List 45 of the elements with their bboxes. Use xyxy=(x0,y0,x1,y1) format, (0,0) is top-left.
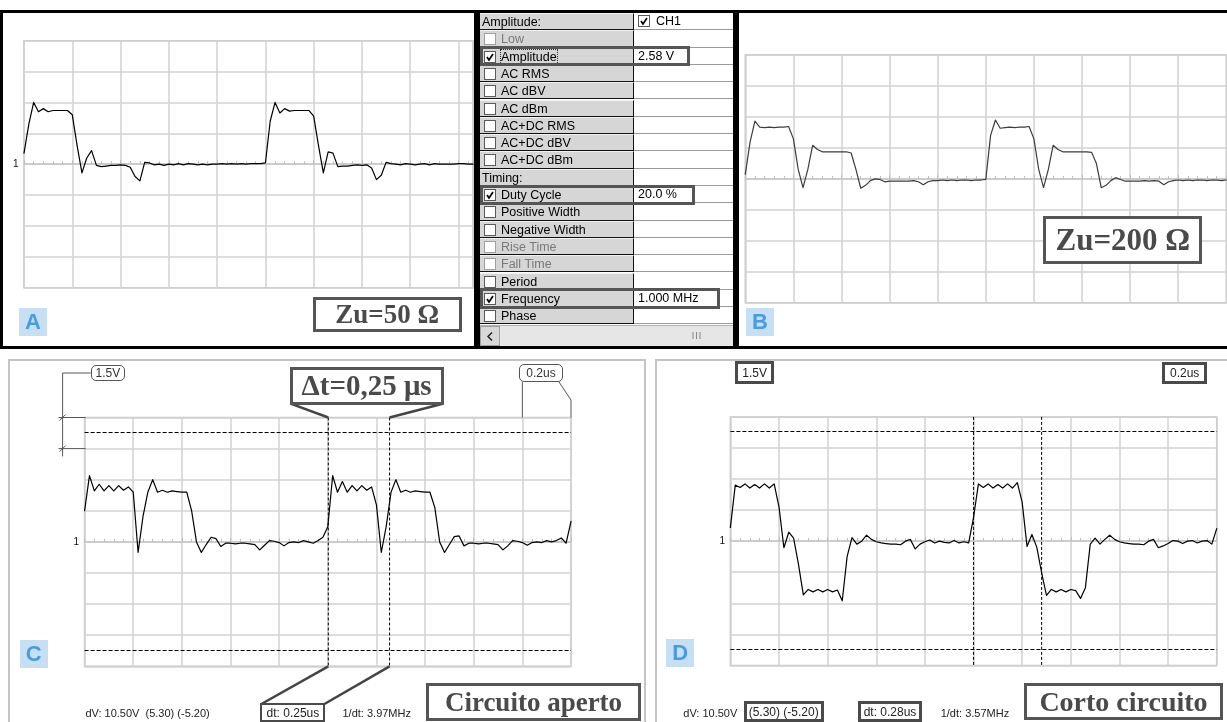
text: D xyxy=(666,639,695,667)
text: Period xyxy=(501,274,538,289)
text: dt: 0.25us xyxy=(260,703,326,722)
text: (5.30) (-5.20) xyxy=(743,701,824,722)
text: AC RMS xyxy=(501,66,550,81)
text: Timing: xyxy=(482,170,523,185)
text: Low xyxy=(501,32,524,47)
text: C xyxy=(19,639,48,668)
text: 1.5V xyxy=(735,361,775,384)
text: Δt=0,25 μs xyxy=(289,366,444,405)
text: Positive Width xyxy=(501,205,581,220)
text: AC dBm xyxy=(501,101,548,116)
text: Zu=200 Ω xyxy=(1043,215,1203,264)
text: Circuito aperto xyxy=(426,683,641,721)
text: 1 xyxy=(73,535,80,548)
text: 0.2us xyxy=(1162,362,1208,385)
text: dt: 0.28us xyxy=(858,701,922,722)
text: dV: 10.50V xyxy=(683,706,738,720)
text: 20.0 % xyxy=(638,187,677,201)
text: 1 xyxy=(13,158,19,171)
text: 1/dt: 3.57MHz xyxy=(940,706,1010,720)
text: B xyxy=(746,308,774,337)
text: 2.58 V xyxy=(638,48,675,63)
text: AC dBV xyxy=(501,84,546,99)
text: AC+DC RMS xyxy=(501,118,575,133)
text: dV: 10.50V (5.30) (-5.20) xyxy=(85,706,210,720)
text: Rise Time xyxy=(501,239,557,254)
text: Amplitude: xyxy=(482,15,542,29)
text: Fall Time xyxy=(501,257,552,272)
text: Zu=50 Ω xyxy=(312,297,462,333)
text: CH1 xyxy=(656,14,682,28)
text: 1.5V xyxy=(90,365,125,381)
text: 1.000 MHz xyxy=(638,290,699,305)
text: AC+DC dBV xyxy=(501,136,571,151)
text: Frequency xyxy=(501,291,561,306)
text: 0.2us xyxy=(519,364,563,382)
text: Negative Width xyxy=(501,222,586,237)
text: 1/dt: 3.97MHz xyxy=(342,706,411,720)
text: 1 xyxy=(719,535,725,548)
text: Phase xyxy=(501,309,537,324)
text: A xyxy=(19,308,47,336)
text: AC+DC dBm xyxy=(501,153,573,168)
text: Corto circuito xyxy=(1024,683,1223,720)
text: Duty Cycle xyxy=(501,188,562,202)
text: Amplitude xyxy=(501,49,557,64)
